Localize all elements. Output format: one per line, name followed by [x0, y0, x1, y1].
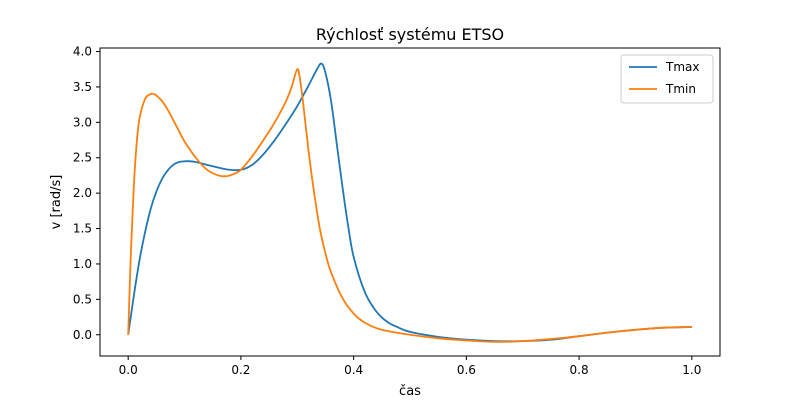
- y-tick-label: 2.0: [73, 186, 92, 200]
- y-axis-ticks: 0.0 0.5 1.0 1.5 2.0 2.5 3.0 3.5 4.0: [73, 45, 100, 342]
- x-tick-label: 0.6: [457, 363, 476, 377]
- series-line-tmin: [127, 68, 692, 343]
- legend-label-tmax: Tmax: [665, 60, 699, 74]
- x-axis-label: čas: [399, 384, 421, 399]
- legend-label-tmin: Tmin: [665, 82, 696, 96]
- x-tick-label: 0.0: [119, 363, 138, 377]
- y-tick-label: 3.5: [73, 80, 92, 94]
- y-tick-label: 0.5: [73, 292, 92, 306]
- y-tick-label: 2.5: [73, 151, 92, 165]
- y-tick-label: 4.0: [73, 45, 92, 59]
- plot-frame: [99, 47, 721, 357]
- y-tick-label: 1.0: [73, 257, 92, 271]
- y-tick-label: 1.5: [73, 222, 92, 236]
- x-tick-label: 0.2: [231, 363, 250, 377]
- y-axis-label: v [rad/s]: [49, 175, 64, 230]
- x-tick-label: 0.4: [344, 363, 363, 377]
- y-tick-label: 0.0: [73, 328, 92, 342]
- x-axis-ticks: 0.0 0.2 0.4 0.6 0.8 1.0: [119, 356, 701, 377]
- series-layer: [127, 62, 692, 343]
- x-tick-label: 0.8: [570, 363, 589, 377]
- legend: Tmax Tmin: [620, 54, 714, 104]
- x-tick-label: 1.0: [682, 363, 701, 377]
- chart-title: Rýchlosť systému ETSO: [316, 25, 504, 44]
- y-tick-label: 3.0: [73, 115, 92, 129]
